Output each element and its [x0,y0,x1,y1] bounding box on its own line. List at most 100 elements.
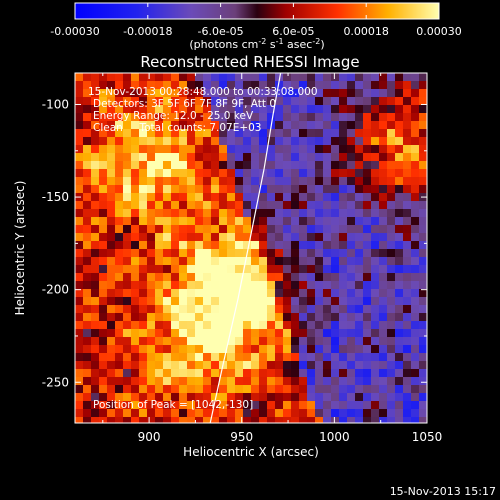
heatmap-cell [395,409,404,418]
heatmap-cell [235,73,244,82]
heatmap-cell [187,353,196,362]
heatmap-cell [163,233,172,242]
heatmap-cell [147,217,156,226]
heatmap-cell [347,217,356,226]
heatmap-cell [99,177,108,186]
heatmap-cell [283,393,292,402]
heatmap-cell [171,249,180,258]
heatmap-cell [99,137,108,146]
heatmap-cell [371,361,380,370]
heatmap-cell [371,305,380,314]
heatmap-cell [315,161,324,170]
heatmap-cell [107,225,116,234]
heatmap-cell [387,297,396,306]
heatmap-cell [235,281,244,290]
heatmap-cell [211,185,220,194]
heatmap-cell [99,265,108,274]
heatmap-cell [267,273,276,282]
heatmap-cell [347,273,356,282]
heatmap-cell [123,201,132,210]
heatmap-cell [139,129,148,138]
heatmap-cell [179,105,188,114]
heatmap-cell [307,233,316,242]
heatmap-cell [203,97,212,106]
heatmap-cell [339,345,348,354]
heatmap-cell [355,225,364,234]
heatmap-cell [99,161,108,170]
heatmap-cell [371,177,380,186]
heatmap-cell [139,265,148,274]
heatmap-cell [315,209,324,218]
heatmap-cell [355,89,364,98]
heatmap-cell [75,369,84,378]
heatmap-cell [307,377,316,386]
heatmap-cell [123,129,132,138]
heatmap-cell [235,121,244,130]
heatmap-cell [339,137,348,146]
heatmap-cell [243,241,252,250]
heatmap-cell [363,113,372,122]
heatmap-cell [139,241,148,250]
heatmap-cell [347,73,356,82]
heatmap-cell [307,345,316,354]
heatmap-cell [203,345,212,354]
heatmap-cell [147,289,156,298]
heatmap-cell [219,145,228,154]
heatmap-cell [315,265,324,274]
heatmap-cell [323,121,332,130]
heatmap-cell [91,337,100,346]
heatmap-cell [371,161,380,170]
heatmap-cell [211,273,220,282]
heatmap-cell [227,401,236,410]
heatmap-cell [411,409,420,418]
heatmap-cell [283,129,292,138]
heatmap-cell [123,369,132,378]
heatmap-cell [379,209,388,218]
heatmap-cell [339,249,348,258]
heatmap-cell [379,385,388,394]
heatmap-cell [203,385,212,394]
heatmap-cell [291,241,300,250]
heatmap-cell [139,177,148,186]
heatmap-cell [131,137,140,146]
heatmap-cell [267,201,276,210]
heatmap-cell [219,393,228,402]
heatmap-cell [259,225,268,234]
heatmap-cell [171,281,180,290]
heatmap-cell [123,161,132,170]
heatmap-cell [291,289,300,298]
heatmap-cell [131,241,140,250]
heatmap-cell [299,81,308,90]
heatmap-cell [163,409,172,418]
heatmap-cell [251,89,260,98]
heatmap-cell [251,145,260,154]
heatmap-cell [83,169,92,178]
heatmap-cell [283,249,292,258]
heatmap-cell [227,409,236,418]
heatmap-cell [171,241,180,250]
heatmap-cell [235,401,244,410]
heatmap-cell [307,265,316,274]
heatmap-cell [267,105,276,114]
heatmap-cell [131,81,140,90]
heatmap-cell [75,265,84,274]
heatmap-cell [339,193,348,202]
heatmap-cell [331,401,340,410]
heatmap-cell [163,169,172,178]
heatmap-cell [259,345,268,354]
heatmap-cell [179,313,188,322]
heatmap-cell [203,169,212,178]
heatmap-cell [307,337,316,346]
heatmap-cell [99,257,108,266]
heatmap-cell [371,225,380,234]
heatmap-cell [115,321,124,330]
heatmap-cell [219,81,228,90]
heatmap-cell [299,137,308,146]
heatmap-cell [291,297,300,306]
heatmap-cell [395,153,404,162]
heatmap-cell [331,297,340,306]
heatmap-cell [155,97,164,106]
heatmap-cell [371,281,380,290]
heatmap-cell [99,225,108,234]
heatmap-cell [139,297,148,306]
